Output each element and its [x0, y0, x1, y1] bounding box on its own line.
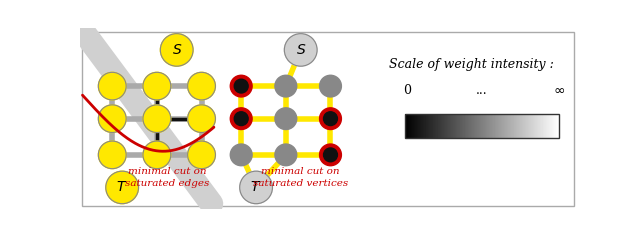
Ellipse shape: [188, 105, 216, 133]
Text: ...: ...: [476, 84, 488, 97]
Ellipse shape: [319, 75, 341, 97]
Ellipse shape: [230, 144, 252, 166]
Text: $T$: $T$: [116, 180, 128, 194]
Ellipse shape: [240, 171, 273, 204]
Text: minimal cut on
saturated edges: minimal cut on saturated edges: [125, 167, 209, 188]
Text: $\infty$: $\infty$: [552, 83, 564, 97]
Text: $T$: $T$: [250, 180, 262, 194]
Ellipse shape: [284, 34, 317, 66]
Ellipse shape: [324, 148, 337, 162]
Ellipse shape: [319, 144, 341, 166]
Ellipse shape: [99, 72, 126, 100]
Ellipse shape: [99, 105, 126, 133]
Text: Scale of weight intensity :: Scale of weight intensity :: [389, 58, 554, 71]
Ellipse shape: [188, 141, 216, 169]
Ellipse shape: [324, 112, 337, 125]
Ellipse shape: [275, 108, 297, 129]
Text: minimal cut on
saturated vertices: minimal cut on saturated vertices: [253, 167, 348, 188]
Text: $S$: $S$: [296, 43, 306, 57]
Bar: [405, 114, 559, 138]
Ellipse shape: [275, 144, 297, 166]
Ellipse shape: [234, 79, 248, 93]
Ellipse shape: [99, 141, 126, 169]
Text: $S$: $S$: [172, 43, 182, 57]
Ellipse shape: [188, 72, 216, 100]
Text: 0: 0: [403, 84, 412, 97]
Ellipse shape: [143, 141, 171, 169]
Ellipse shape: [143, 105, 171, 133]
Ellipse shape: [275, 75, 297, 97]
Ellipse shape: [234, 112, 248, 125]
Ellipse shape: [143, 72, 171, 100]
Ellipse shape: [230, 108, 252, 129]
Ellipse shape: [106, 171, 138, 204]
Ellipse shape: [230, 75, 252, 97]
Ellipse shape: [319, 108, 341, 129]
Ellipse shape: [161, 34, 193, 66]
